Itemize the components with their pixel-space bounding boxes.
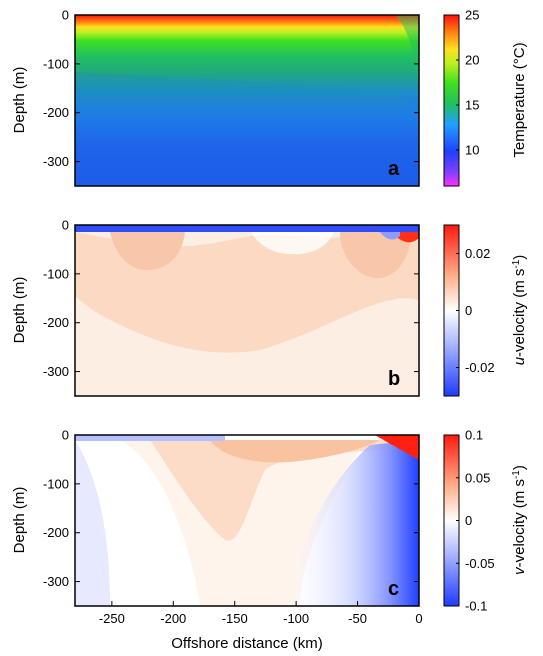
- colorbar-label-temperature: Temperature (°C): [511, 42, 528, 157]
- y-tick-label: 0: [62, 428, 69, 443]
- colorbar-tick-label: 0.1: [465, 428, 483, 443]
- plot-frame-a: [74, 14, 420, 187]
- y-tick-label: -300: [43, 154, 69, 169]
- colorbar-tick-label: -0.1: [465, 599, 487, 614]
- colorbar-ticks-b: 0.02 0 -0.02: [456, 246, 495, 375]
- colorbar-tick-label: -0.02: [465, 360, 495, 375]
- panel-c: c 0 -100 -200 -300 -250 -200 -150 -100 -50 0 Dep…: [11, 428, 528, 653]
- colorbar-tick-label: 0: [465, 513, 472, 528]
- panel-letter-a: a: [388, 158, 400, 180]
- x-tick-label: 0: [415, 611, 422, 626]
- u-velocity-weak: [250, 230, 335, 255]
- colorbar-ticks-a: 25 20 15 10: [456, 8, 479, 158]
- x-axis-c: -250 -200 -150 -100 -50 0: [99, 601, 423, 626]
- y-axis-a: 0 -100 -200 -300: [43, 8, 419, 169]
- colorbar-tick-label: 25: [465, 8, 479, 23]
- colorbar-label-u-velocity: u-velocity (m s-1): [511, 255, 529, 366]
- v-velocity-positive-core: [210, 440, 380, 463]
- plot-frame-c: [74, 434, 420, 607]
- temperature-band: [75, 72, 419, 186]
- v-velocity-positive: [150, 440, 400, 541]
- y-tick-label: -200: [43, 315, 69, 330]
- colorbar-tick-label: 0.02: [465, 246, 490, 261]
- y-tick-label: -100: [43, 56, 69, 71]
- x-tick-label: -150: [222, 611, 248, 626]
- u-velocity-core-1: [110, 232, 185, 271]
- v-velocity-negative: [280, 440, 419, 606]
- panel-letter-b: b: [388, 368, 400, 390]
- y-axis-label-a: Depth (m): [11, 67, 28, 134]
- y-tick-label: -100: [43, 476, 69, 491]
- colorbar-tick-label: -0.05: [465, 556, 495, 571]
- u-velocity-core-2: [340, 232, 412, 279]
- panel-letter-c: c: [388, 578, 399, 600]
- y-tick-label: -300: [43, 574, 69, 589]
- colorbar-tick-label: 15: [465, 98, 479, 113]
- colorbar-label-v-velocity: v-velocity (m s-1): [511, 465, 529, 575]
- colorbar-tick-label: 20: [465, 53, 479, 68]
- y-axis-label-b: Depth (m): [11, 277, 28, 344]
- temperature-field: [75, 15, 419, 186]
- x-tick-label: -250: [99, 611, 125, 626]
- y-tick-label: -200: [43, 105, 69, 120]
- y-axis-b: 0 -100 -200 -300: [43, 218, 419, 379]
- y-tick-label: -300: [43, 364, 69, 379]
- v-velocity-left: [75, 440, 110, 606]
- y-axis-label-c: Depth (m): [11, 487, 28, 554]
- y-tick-label: -100: [43, 266, 69, 281]
- u-velocity-coastal-blue: [380, 232, 400, 240]
- y-tick-label: -200: [43, 525, 69, 540]
- colorbar-tick-label: 10: [465, 143, 479, 158]
- v-velocity-coastal: [375, 435, 419, 460]
- panel-a: a 0 -100 -200 -300 Depth (m) 25 20 15 10 Tempe…: [11, 8, 528, 187]
- v-velocity-surface: [75, 435, 225, 441]
- x-tick-label: -100: [283, 611, 309, 626]
- temperature-coastal: [395, 15, 419, 90]
- colorbar-ticks-c: 0.1 0.05 0 -0.05 -0.1: [456, 428, 495, 614]
- y-tick-label: 0: [62, 8, 69, 23]
- y-tick-label: 0: [62, 218, 69, 233]
- colorbar-temperature: [443, 14, 460, 187]
- x-tick-label: -50: [348, 611, 367, 626]
- x-tick-label: -200: [160, 611, 186, 626]
- plot-frame-b: [74, 224, 420, 397]
- colorbar-tick-label: 0: [465, 303, 472, 318]
- colorbar-tick-label: 0.05: [465, 470, 490, 485]
- u-velocity-surface: [75, 225, 419, 232]
- y-axis-c: 0 -100 -200 -300: [43, 428, 419, 589]
- x-axis-label: Offshore distance (km): [171, 635, 322, 652]
- panel-b: b 0 -100 -200 -300 Depth (m) 0.02 0 -0.02 u-v…: [11, 218, 528, 397]
